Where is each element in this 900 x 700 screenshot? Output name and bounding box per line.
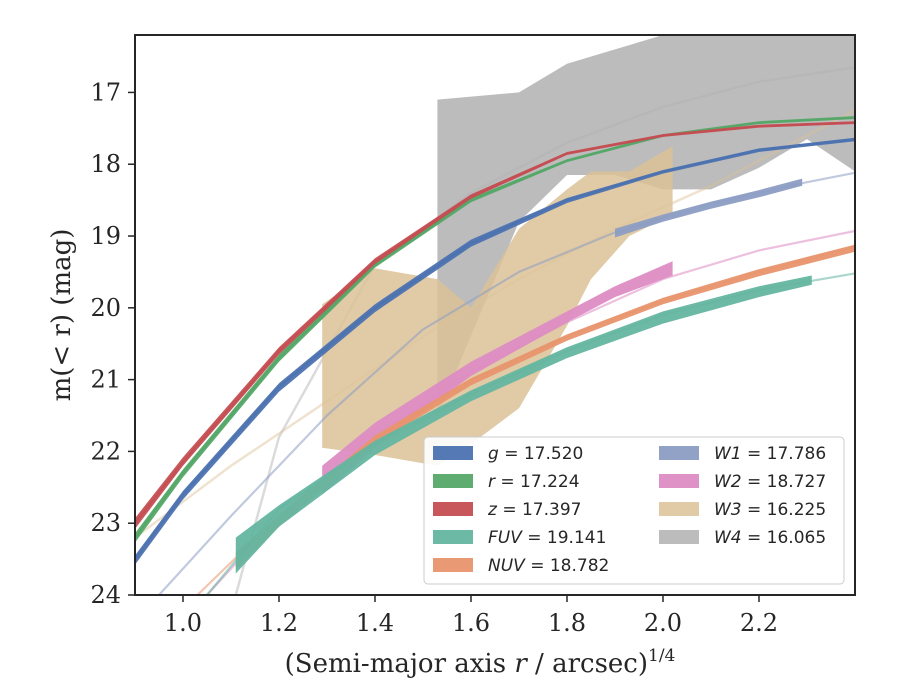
legend-series-value: = 18.782 — [525, 556, 610, 576]
legend-series-name: W3 — [714, 500, 742, 520]
legend-label-fuv: FUV = 19.141 — [488, 528, 606, 548]
y-tick-label: 24 — [90, 581, 121, 609]
x-tick-label: 1.4 — [356, 609, 394, 637]
legend-series-name: g — [488, 444, 499, 464]
legend-series-value: = 19.141 — [522, 528, 607, 548]
legend-series-name: W2 — [714, 472, 742, 492]
y-tick-label: 18 — [90, 150, 121, 178]
legend-series-name: NUV — [488, 556, 526, 576]
x-tick-label: 2.2 — [740, 609, 778, 637]
series-w2-band — [322, 261, 673, 495]
legend-series-name: z — [487, 500, 498, 520]
legend-label-z: z = 17.397 — [487, 500, 581, 520]
legend-label-w3: W3 = 16.225 — [714, 500, 826, 520]
legend-label-w4: W4 = 16.065 — [714, 528, 826, 548]
y-tick-label: 19 — [90, 222, 121, 250]
x-axis-label-exponent: 1/4 — [648, 646, 675, 666]
legend-series-value: = 17.397 — [497, 500, 582, 520]
legend-swatch-w1 — [659, 446, 699, 460]
legend-series-name: W1 — [714, 444, 742, 464]
x-tick-label: 1.2 — [260, 609, 298, 637]
x-tick-label: 1.6 — [452, 609, 490, 637]
legend-label-g: g = 17.520 — [488, 444, 583, 464]
legend-label-w1: W1 = 17.786 — [714, 444, 826, 464]
x-axis-label: (Semi-major axis r / arcsec)1/4 — [285, 646, 676, 679]
y-tick-label: 23 — [90, 509, 121, 537]
legend-label-w2: W2 = 18.727 — [714, 472, 826, 492]
x-tick-label: 1.8 — [548, 609, 586, 637]
legend-series-value: = 18.727 — [742, 472, 827, 492]
x-tick-label: 1.0 — [164, 609, 202, 637]
legend-series-value: = 17.224 — [495, 472, 580, 492]
series-w3-band — [322, 146, 673, 466]
legend-series-value: = 16.225 — [742, 500, 827, 520]
legend-series-name: FUV — [488, 528, 523, 548]
legend-swatch-nuv — [433, 558, 473, 572]
x-axis-label-text: (Semi-major axis r / arcsec) — [285, 649, 648, 679]
legend-series-name: r — [488, 472, 496, 492]
y-axis-label: m(< r) (mag) — [47, 229, 77, 402]
legend-series-value: = 17.520 — [499, 444, 584, 464]
legend-series-name: W4 — [714, 528, 742, 548]
legend-swatch-fuv — [433, 530, 473, 544]
legend-swatch-w3 — [659, 502, 699, 516]
legend-swatch-w4 — [659, 530, 699, 544]
legend-label-nuv: NUV = 18.782 — [488, 556, 609, 576]
legend-swatch-r — [433, 474, 473, 488]
legend-series-value: = 16.065 — [742, 528, 827, 548]
series-w1-band — [615, 178, 803, 238]
y-tick-label: 17 — [90, 78, 121, 106]
y-tick-label: 22 — [90, 437, 121, 465]
y-tick-label: 20 — [90, 294, 121, 322]
legend-frame — [423, 436, 845, 585]
series-layer — [135, 35, 855, 595]
y-tick-label: 21 — [90, 366, 121, 394]
y-axis: 17 18 19 20 21 22 23 24 — [90, 78, 135, 609]
plot-frame — [134, 34, 856, 596]
legend-swatch-z — [433, 502, 473, 516]
legend-label-r: r = 17.224 — [488, 472, 580, 492]
legend-swatch-w2 — [659, 474, 699, 488]
legend-swatch-g — [433, 446, 473, 460]
x-axis: 1.0 1.2 1.4 1.6 1.8 2.0 2.2 — [164, 595, 778, 637]
series-w4-band — [437, 35, 855, 416]
x-tick-label: 2.0 — [644, 609, 682, 637]
legend-series-value: = 17.786 — [742, 444, 827, 464]
